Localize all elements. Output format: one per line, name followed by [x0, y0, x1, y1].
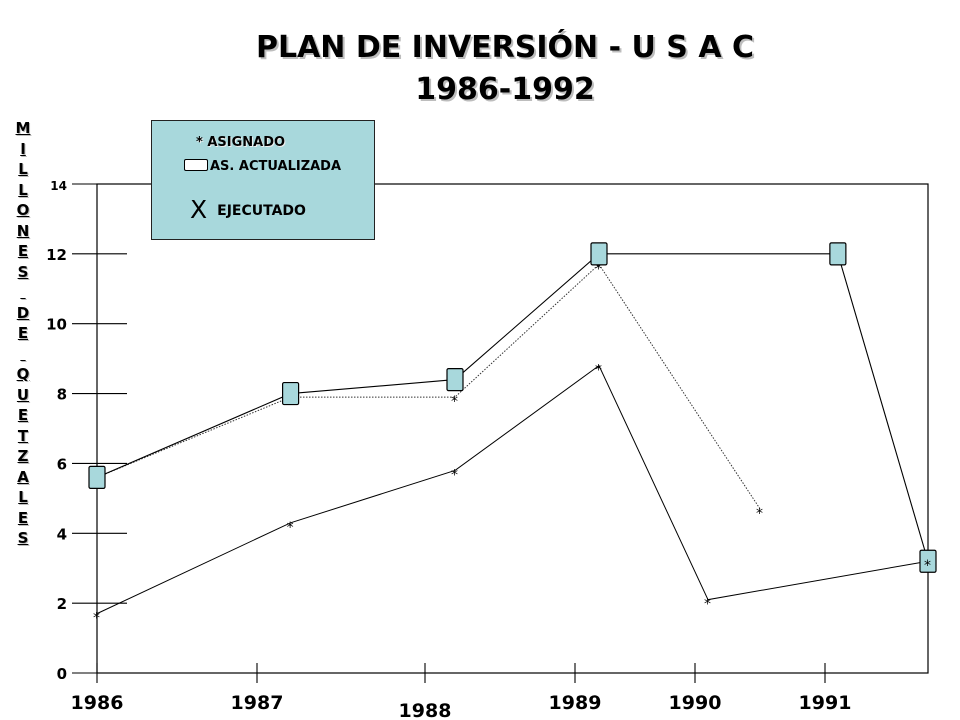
- y-tick-label: 14: [50, 179, 67, 193]
- plot-frame: [96, 183, 929, 674]
- legend: * ASIGNADO AS. ACTUALIZADA X EJECUTADO: [151, 120, 375, 240]
- data-point-box: [282, 381, 300, 406]
- y-tick-label: 4: [57, 525, 67, 543]
- data-point-asterisk: *: [93, 611, 100, 627]
- data-point-asterisk: *: [451, 467, 458, 483]
- series-line-asignado: [96, 263, 761, 510]
- legend-item-ejecutado: X EJECUTADO: [190, 195, 306, 224]
- y-label-letter: D: [16, 303, 30, 322]
- data-point-box: [590, 242, 608, 266]
- series-line-as-actualizada: [96, 253, 929, 562]
- y-label-letter: I: [20, 139, 26, 158]
- data-point-box: [446, 368, 464, 392]
- legend-asignado-label: ASIGNADO: [207, 135, 286, 150]
- y-label-letter: E: [17, 406, 29, 424]
- y-label-letter: E: [17, 508, 29, 527]
- legend-actualizada-label: AS. ACTUALIZADA: [210, 159, 342, 174]
- legend-item-actualizada: AS. ACTUALIZADA: [184, 159, 341, 174]
- y-label-letter: S: [17, 529, 29, 547]
- y-label-letter: L: [18, 180, 28, 199]
- y-label-letter: A: [17, 467, 29, 486]
- data-point-asterisk: *: [451, 394, 458, 410]
- legend-box-icon: [184, 159, 208, 171]
- chart-title: PLAN DE INVERSIÓN - U S A C: [255, 30, 755, 65]
- y-label-letter: M: [15, 119, 31, 137]
- legend-asignado-symbol: *: [196, 135, 203, 150]
- y-tick-label: 8: [57, 386, 67, 404]
- y-label-letter: S: [17, 262, 29, 281]
- data-point-box: [919, 549, 937, 573]
- y-label-letter: N: [16, 221, 30, 240]
- y-tick-label: 0: [57, 665, 67, 683]
- series-line-ejecutado: [96, 364, 929, 615]
- y-label-letter: Q: [16, 365, 30, 383]
- data-point-asterisk: *: [704, 597, 711, 613]
- y-tick-label: 6: [57, 455, 67, 473]
- y-label-letter: L: [18, 488, 28, 506]
- x-tick-label: 1990: [669, 692, 722, 714]
- x-tick-label: 1986: [71, 692, 124, 714]
- y-tick-label: 10: [46, 316, 67, 334]
- data-point-box: [829, 242, 847, 266]
- y-label-letter: Z: [17, 447, 29, 465]
- y-label-letter: E: [17, 242, 29, 260]
- data-point-asterisk: *: [924, 558, 931, 574]
- x-tick-label: 1989: [549, 692, 602, 714]
- x-tick-label: 1991: [799, 692, 852, 714]
- x-tick-label: 1988: [399, 700, 452, 720]
- data-point-asterisk: *: [287, 520, 294, 536]
- chart-subtitle: 1986-1992: [415, 72, 595, 107]
- legend-item-asignado: * ASIGNADO: [196, 135, 285, 150]
- y-label-letter: O: [16, 201, 30, 219]
- y-label-letter: L: [18, 160, 28, 178]
- y-tick-label: 12: [46, 246, 67, 264]
- data-point-asterisk: *: [595, 261, 602, 277]
- data-point-asterisk: *: [595, 363, 602, 379]
- data-point-asterisk: *: [756, 506, 763, 522]
- data-point-box: [88, 465, 106, 489]
- x-tick-label: 1987: [231, 692, 284, 714]
- legend-ejecutado-symbol: X: [190, 195, 208, 224]
- legend-ejecutado-label: EJECUTADO: [217, 203, 306, 219]
- y-label-letter: T: [17, 426, 29, 445]
- y-tick-label: 2: [57, 595, 67, 613]
- y-label-letter: E: [17, 324, 29, 342]
- y-label-letter: U: [16, 385, 30, 404]
